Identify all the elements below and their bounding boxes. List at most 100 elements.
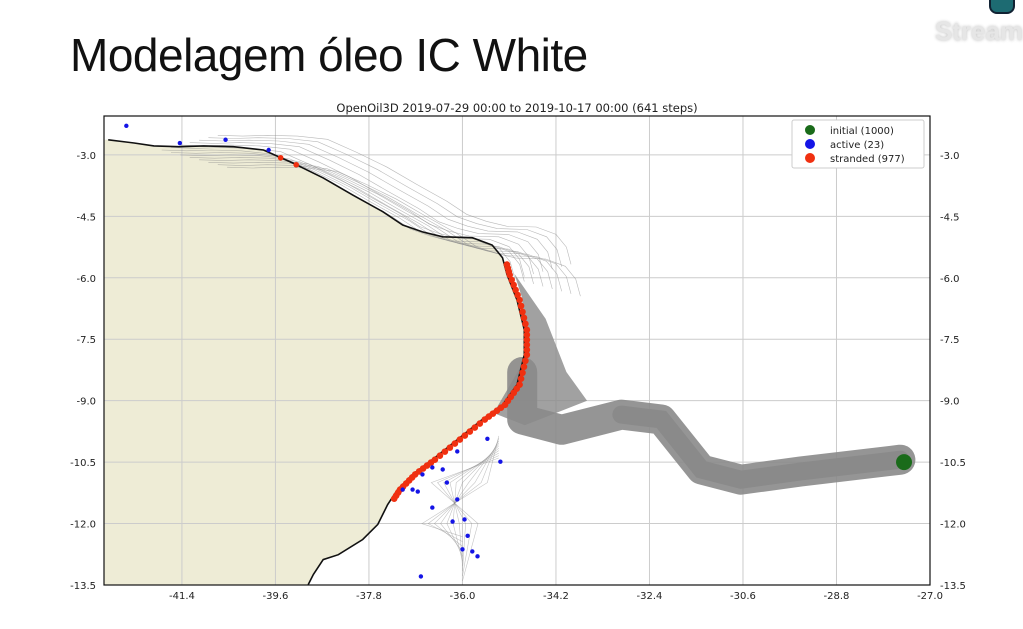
- stranded-particle: [506, 271, 514, 279]
- legend-marker: [805, 139, 815, 149]
- stranded-particle: [508, 276, 516, 284]
- y-tick-label-left: -13.5: [70, 581, 96, 592]
- x-tick-label: -28.8: [824, 591, 850, 602]
- stranded-particle: [436, 452, 444, 459]
- legend-label: initial (1000): [830, 126, 894, 137]
- y-tick-label-right: -12.0: [940, 520, 966, 531]
- y-tick-label-left: -4.5: [76, 212, 96, 223]
- active-particle: [455, 497, 460, 502]
- x-tick-label: -27.0: [917, 591, 943, 602]
- stranded-particle: [520, 314, 528, 322]
- stranded-particle: [512, 286, 519, 294]
- stranded-particle: [510, 281, 517, 289]
- x-tick-label: -36.0: [450, 591, 476, 602]
- trajectory-line: [208, 137, 562, 267]
- active-particle: [485, 436, 490, 441]
- y-tick-label-left: -10.5: [70, 458, 96, 469]
- stranded-particle: [293, 161, 300, 168]
- x-tick-label: -34.2: [543, 591, 569, 602]
- x-tick-label: -39.6: [262, 591, 288, 602]
- y-tick-label-left: -6.0: [76, 274, 96, 285]
- stranded-particle: [517, 302, 525, 310]
- stranded-particle: [466, 428, 474, 435]
- trajectory-line: [170, 152, 525, 282]
- streamyard-logo-icon: [989, 0, 1015, 14]
- active-particle: [475, 554, 480, 559]
- stranded-particle: [441, 448, 449, 455]
- trajectory-band-tail: [612, 405, 910, 489]
- stranded-particle: [523, 346, 531, 354]
- y-tick-label-right: -13.5: [940, 581, 966, 592]
- active-particle: [450, 519, 455, 524]
- trajectory-line: [170, 147, 525, 277]
- x-tick-label: -37.8: [356, 591, 382, 602]
- active-particle: [266, 147, 271, 153]
- active-particle: [430, 465, 435, 470]
- stranded-particle: [519, 308, 526, 316]
- y-tick-label-right: -6.0: [940, 274, 960, 285]
- trajectory-line: [189, 142, 544, 272]
- land-area: [104, 139, 525, 585]
- trajectory-line: [421, 435, 500, 537]
- stranded-particle: [514, 291, 521, 299]
- active-particle: [418, 574, 424, 579]
- plot-frame: [103, 115, 931, 586]
- stranded-particle: [519, 369, 526, 377]
- x-tick-label: -41.4: [169, 591, 195, 602]
- trajectory-line: [227, 166, 581, 297]
- legend-box: [791, 119, 925, 169]
- stranded-particle: [520, 363, 528, 371]
- stranded-particle: [523, 341, 531, 349]
- y-tick-label-left: -7.5: [76, 335, 96, 346]
- active-particle: [498, 459, 503, 464]
- stranded-particle: [517, 375, 525, 383]
- y-tick-label-left: -9.0: [76, 397, 96, 408]
- active-particle: [465, 533, 470, 539]
- y-tick-label-right: -9.0: [940, 397, 960, 408]
- slide-title: Modelagem óleo IC White: [70, 29, 588, 81]
- stranded-particle: [523, 351, 531, 359]
- active-particle: [462, 517, 467, 522]
- brand-watermark: Stream: [934, 16, 1023, 46]
- stranded-particle: [456, 436, 464, 443]
- trajectory-line: [180, 144, 534, 275]
- x-tick-label: -30.6: [730, 591, 756, 602]
- stranded-particle: [516, 296, 523, 304]
- y-tick-label-left: -3.0: [76, 151, 96, 162]
- stranded-particle: [523, 331, 531, 339]
- legend-marker: [805, 153, 815, 163]
- x-tick-label: -32.4: [637, 591, 663, 602]
- y-tick-label-right: -10.5: [940, 458, 966, 469]
- initial-particle: [896, 454, 913, 471]
- trajectory-line: [199, 139, 553, 270]
- stranded-particle: [476, 420, 484, 427]
- trajectory-line: [189, 157, 544, 287]
- stranded-particle: [481, 416, 489, 423]
- trajectory-line: [180, 154, 534, 284]
- y-tick-label-right: -7.5: [940, 335, 960, 346]
- active-particle: [420, 472, 425, 477]
- active-particle: [430, 505, 435, 510]
- active-particle: [410, 487, 415, 492]
- active-particle: [415, 489, 420, 494]
- active-particle: [460, 547, 465, 552]
- stranded-particle: [461, 432, 469, 439]
- active-particle: [177, 140, 183, 146]
- stranded-particle: [451, 440, 459, 447]
- active-particle: [444, 480, 450, 485]
- active-particle: [124, 123, 129, 129]
- active-particle: [470, 549, 475, 554]
- stranded-particle: [522, 320, 529, 328]
- legend-label: stranded (977): [830, 154, 905, 165]
- y-tick-label-right: -3.0: [940, 151, 960, 162]
- y-tick-label-right: -4.5: [940, 212, 960, 223]
- stranded-particle: [471, 424, 479, 431]
- active-particle: [400, 487, 405, 492]
- stranded-particle: [523, 326, 531, 334]
- stranded-particle: [522, 357, 529, 365]
- stranded-particle: [446, 444, 454, 451]
- trajectory-line: [217, 164, 572, 294]
- active-particle: [455, 449, 460, 454]
- stranded-particle: [523, 336, 531, 344]
